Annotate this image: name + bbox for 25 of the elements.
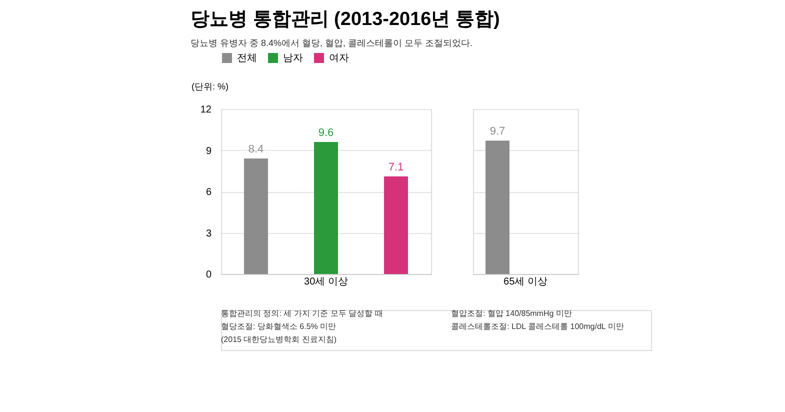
bar — [314, 142, 338, 274]
bar — [384, 176, 408, 274]
data-label: 8.4 — [248, 144, 264, 156]
x-tick-label: 30세 이상 — [304, 276, 348, 288]
y-tick-label: 3 — [206, 228, 212, 240]
y-tick-label: 6 — [206, 187, 212, 198]
text: 콜레스테롤조절: LDL 콜레스테롤 100mg/dL 미만 — [451, 322, 624, 331]
text: (2015 대한당뇨병학회 진료지침) — [221, 335, 337, 344]
chart-title: 당뇨병 통합관리 (2013-2016년 통합) — [190, 9, 500, 30]
data-label: 9.6 — [318, 127, 334, 139]
text: 통합관리의 정의: 세 가지 기준 모두 달성할 때 — [221, 309, 383, 318]
legend-label: 남자 — [283, 53, 303, 64]
text: 혈당조절: 당화혈색소 6.5% 미만 — [221, 322, 336, 331]
data-label: 7.1 — [388, 161, 404, 174]
text: 혈압조절: 혈압 140/85mmHg 미만 — [451, 309, 572, 318]
bar — [244, 158, 268, 274]
chart-subtitle: 당뇨병 유병자 중 8.4%에서 혈당, 혈압, 콜레스테롤이 모두 조절되었다. — [190, 38, 473, 48]
legend-label: 여자 — [329, 53, 349, 64]
y-tick-label: 0 — [206, 270, 212, 280]
legend-label: 전체 — [237, 53, 257, 64]
y-axis-title: (단위: %) — [192, 82, 228, 92]
x-tick-label: 65세 이상 — [504, 276, 548, 288]
data-label: 9.7 — [490, 126, 506, 138]
y-tick-label: 9 — [206, 146, 212, 157]
y-tick-label: 12 — [200, 104, 212, 116]
